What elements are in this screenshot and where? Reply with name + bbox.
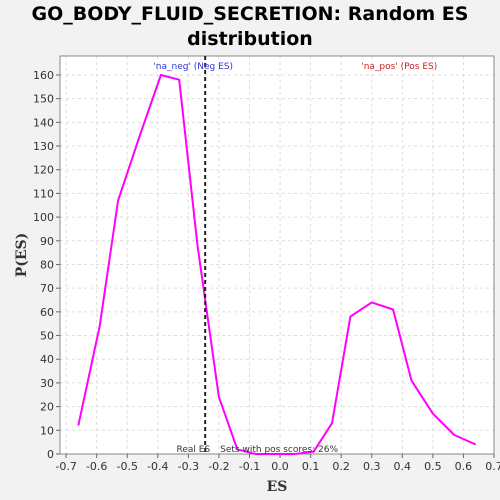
y-tick-label: 90 bbox=[40, 235, 54, 248]
x-tick-label: 0.2 bbox=[332, 460, 350, 473]
x-tick-label: 0.1 bbox=[302, 460, 320, 473]
x-tick-label: 0.7 bbox=[485, 460, 500, 473]
y-tick-label: 80 bbox=[40, 258, 54, 271]
x-tick-label: -0.6 bbox=[86, 460, 107, 473]
neg-es-label: 'na_neg' (Neg ES) bbox=[153, 62, 233, 72]
y-axis-label: P(ES) bbox=[14, 233, 30, 278]
chart-title: GO_BODY_FLUID_SECRETION: Random ES distr… bbox=[0, 2, 500, 52]
y-tick-label: 140 bbox=[33, 116, 54, 129]
x-tick-label: -0.3 bbox=[178, 460, 199, 473]
chart-title-line2: distribution bbox=[187, 28, 313, 50]
y-tick-label: 100 bbox=[33, 211, 54, 224]
x-tick-label: -0.1 bbox=[239, 460, 260, 473]
y-tick-label: 60 bbox=[40, 306, 54, 319]
y-tick-label: 150 bbox=[33, 93, 54, 106]
x-tick-label: -0.4 bbox=[147, 460, 168, 473]
series-line bbox=[77, 74, 477, 455]
y-ticks: 0 10 20 30 40 50 60 70 80 90 100 110 120 130 140 150 160 bbox=[33, 69, 60, 461]
annotations: 'na_neg' (Neg ES) 'na_pos' (Pos ES) Real E… bbox=[153, 56, 437, 455]
y-tick-label: 0 bbox=[47, 448, 54, 461]
pos-es-label: 'na_pos' (Pos ES) bbox=[361, 62, 437, 72]
y-tick-label: 10 bbox=[40, 424, 54, 437]
x-tick-label: 0.6 bbox=[455, 460, 473, 473]
x-axis-label: ES bbox=[267, 479, 288, 495]
series-group bbox=[77, 74, 477, 455]
y-tick-label: 20 bbox=[40, 401, 54, 414]
pos-scores-label: Sets with pos scores: 26% bbox=[220, 445, 338, 455]
x-ticks: -0.7 -0.6 -0.5 -0.4 -0.3 -0.2 -0.1 0.0 0.1 0.2 0.3… bbox=[55, 454, 500, 473]
x-tick-label: 0.0 bbox=[271, 460, 289, 473]
x-tick-label: 0.4 bbox=[394, 460, 412, 473]
x-tick-label: -0.2 bbox=[208, 460, 229, 473]
y-tick-label: 130 bbox=[33, 140, 54, 153]
y-tick-label: 70 bbox=[40, 282, 54, 295]
y-tick-label: 40 bbox=[40, 353, 54, 366]
y-tick-label: 110 bbox=[33, 187, 54, 200]
x-tick-label: 0.5 bbox=[424, 460, 442, 473]
y-tick-label: 50 bbox=[40, 330, 54, 343]
y-tick-label: 30 bbox=[40, 377, 54, 390]
x-tick-label: -0.5 bbox=[117, 460, 138, 473]
chart-title-line1: GO_BODY_FLUID_SECRETION: Random ES bbox=[31, 3, 469, 25]
plot-area bbox=[60, 56, 494, 454]
y-tick-label: 160 bbox=[33, 69, 54, 82]
y-tick-label: 120 bbox=[33, 164, 54, 177]
x-tick-label: -0.7 bbox=[55, 460, 76, 473]
x-tick-label: 0.3 bbox=[363, 460, 381, 473]
real-es-label: Real ES bbox=[177, 445, 211, 455]
